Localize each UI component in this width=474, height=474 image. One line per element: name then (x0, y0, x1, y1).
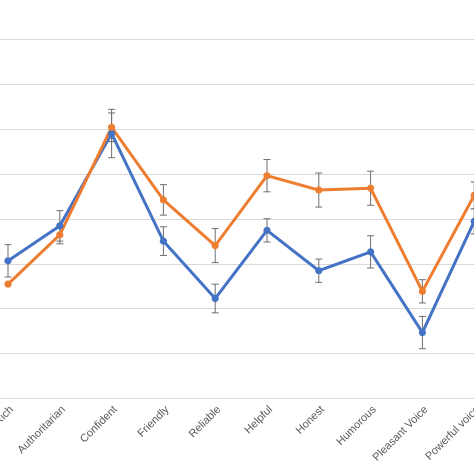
data-point (56, 231, 64, 239)
x-tick-label: Rich (0, 404, 16, 428)
x-tick-label: Friendly (135, 403, 172, 440)
data-point (315, 267, 323, 275)
data-point (418, 328, 426, 337)
x-tick-label: Authoritarian (15, 404, 68, 457)
data-point (367, 248, 375, 256)
data-point (211, 294, 219, 303)
series-line-2 (6, 125, 474, 293)
x-axis-tick-labels: Rich Authoritarian Confident Friendly Reliab… (0, 403, 474, 463)
x-tick-label: Helpful (242, 404, 275, 437)
data-point (315, 186, 323, 194)
data-point (159, 237, 167, 245)
x-tick-label: Honest (294, 404, 327, 437)
x-tick-label: Humorous (334, 403, 379, 448)
data-point (4, 257, 12, 265)
gridlines (0, 39, 474, 399)
data-point (367, 184, 375, 192)
error-bars (4, 108, 474, 350)
data-points (4, 123, 474, 337)
x-tick-label: Reliable (187, 404, 224, 441)
series-line-1 (6, 132, 474, 335)
error-bar (470, 181, 474, 210)
data-point (263, 172, 271, 180)
data-point (159, 196, 167, 204)
x-tick-label: Confident (78, 404, 120, 446)
data-point (108, 123, 116, 131)
data-point (418, 287, 426, 295)
data-point (4, 280, 12, 288)
series-lines (6, 125, 474, 335)
x-tick-label: Pleasant Voice (371, 404, 431, 464)
data-point (470, 217, 474, 225)
data-point (108, 129, 116, 138)
x-tick-label: Powerful voice (423, 404, 474, 463)
data-point (263, 226, 271, 234)
data-point (56, 222, 64, 230)
data-point (470, 191, 474, 199)
data-point (211, 242, 219, 250)
